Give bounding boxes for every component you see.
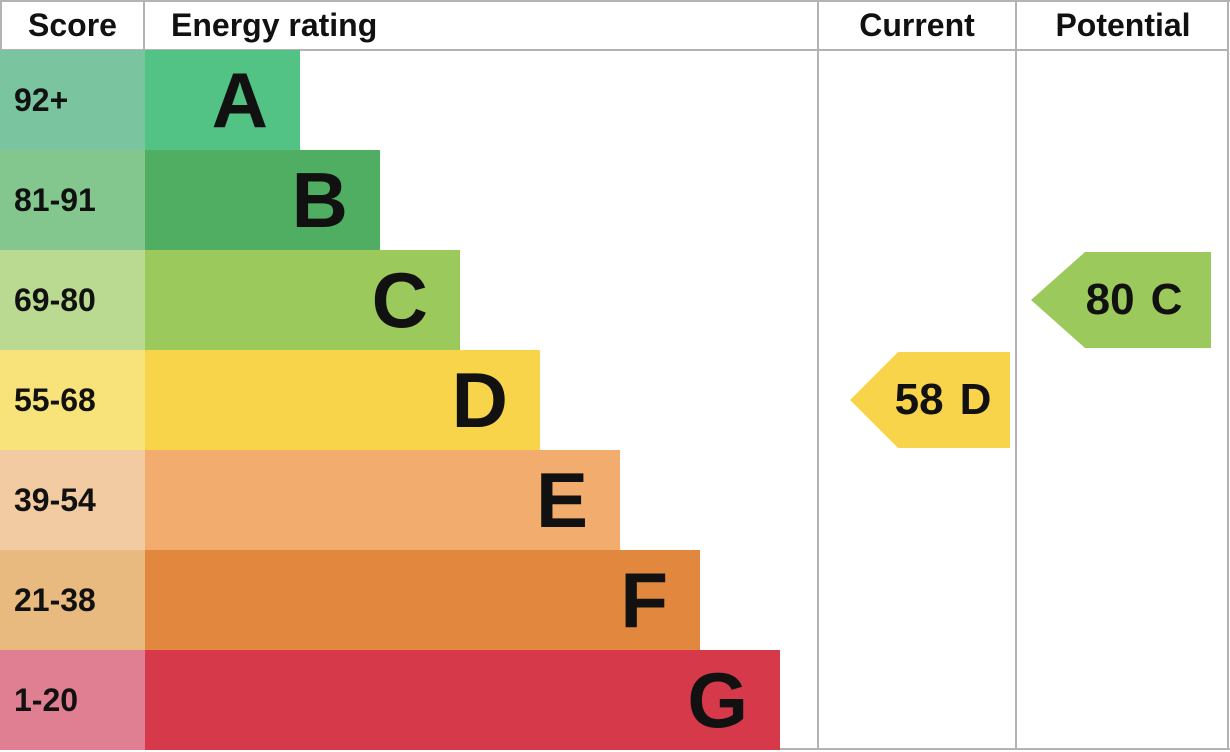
current-rating-value: 58 xyxy=(894,375,944,424)
band-row-b: 81-91 B xyxy=(0,150,818,250)
rating-bar-f: F xyxy=(145,550,700,650)
rating-bar-e: E xyxy=(145,450,620,550)
score-range-b: 81-91 xyxy=(0,150,145,250)
rating-bar-g: G xyxy=(145,650,780,750)
potential-column-header: Potential xyxy=(1055,6,1191,43)
header-underline xyxy=(0,49,1228,51)
top-border-line xyxy=(0,0,1230,2)
band-row-e: 39-54 E xyxy=(0,450,818,550)
rating-bar-c: C xyxy=(145,250,460,350)
band-row-g: 1-20 G xyxy=(0,650,818,750)
band-row-c: 69-80 C xyxy=(0,250,818,350)
potential-rating-grade: C xyxy=(1150,275,1183,324)
right-border-line xyxy=(1227,0,1229,750)
current-rating-arrow: 58 D xyxy=(850,352,1010,448)
current-column-divider xyxy=(817,0,819,750)
potential-rating-value: 80 xyxy=(1085,275,1135,324)
current-column-header: Current xyxy=(859,6,975,43)
score-column-header: Score xyxy=(28,6,117,43)
score-range-e: 39-54 xyxy=(0,450,145,550)
potential-column-divider xyxy=(1015,0,1017,750)
band-row-d: 55-68 D xyxy=(0,350,818,450)
rating-bar-b: B xyxy=(145,150,380,250)
band-row-f: 21-38 F xyxy=(0,550,818,650)
rating-bands: 92+ A 81-91 B 69-80 C 55-68 D 39-54 E 21… xyxy=(0,50,818,750)
score-range-d: 55-68 xyxy=(0,350,145,450)
band-row-a: 92+ A xyxy=(0,50,818,150)
score-range-f: 21-38 xyxy=(0,550,145,650)
score-range-a: 92+ xyxy=(0,50,145,150)
header-left-border xyxy=(0,0,2,50)
rating-bar-a: A xyxy=(145,50,300,150)
score-range-g: 1-20 xyxy=(0,650,145,750)
rating-bar-d: D xyxy=(145,350,540,450)
current-rating-grade: D xyxy=(959,375,992,424)
energy-rating-column-header: Energy rating xyxy=(171,6,378,43)
potential-rating-arrow: 80 C xyxy=(1031,252,1211,348)
score-column-divider xyxy=(143,0,145,50)
score-range-c: 69-80 xyxy=(0,250,145,350)
